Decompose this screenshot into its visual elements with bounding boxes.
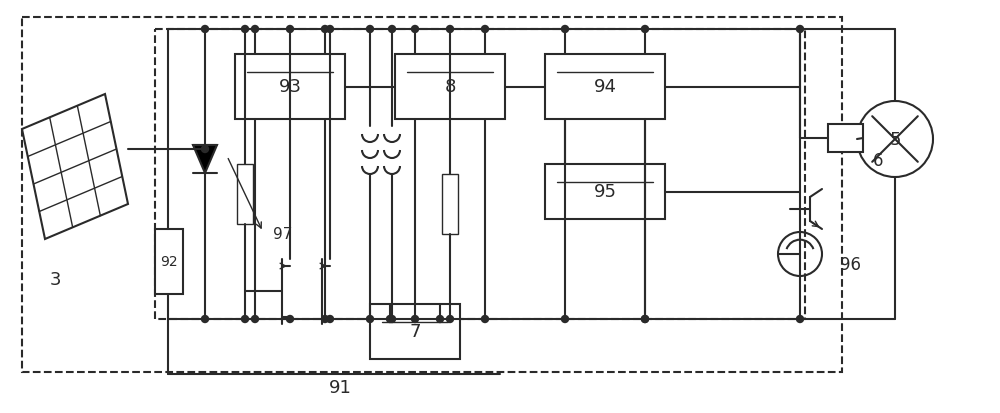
Circle shape <box>202 26 209 33</box>
Bar <box>442 175 458 235</box>
Bar <box>155 30 805 319</box>
Circle shape <box>327 316 334 323</box>
Polygon shape <box>193 146 217 173</box>
Bar <box>370 304 460 359</box>
Text: 7: 7 <box>409 323 421 341</box>
Circle shape <box>389 26 396 33</box>
Circle shape <box>562 316 568 323</box>
Circle shape <box>482 316 489 323</box>
Circle shape <box>447 26 454 33</box>
Circle shape <box>327 26 334 33</box>
Circle shape <box>252 26 259 33</box>
Circle shape <box>367 316 374 323</box>
Bar <box>395 55 505 120</box>
Bar <box>155 230 183 294</box>
Circle shape <box>389 316 396 323</box>
Circle shape <box>642 316 648 323</box>
Text: 5: 5 <box>889 131 901 149</box>
Circle shape <box>412 316 419 323</box>
Bar <box>237 165 253 224</box>
Bar <box>545 55 665 120</box>
Circle shape <box>367 26 374 33</box>
Circle shape <box>322 316 329 323</box>
Circle shape <box>642 316 648 323</box>
Text: 92: 92 <box>160 255 178 269</box>
Circle shape <box>447 316 454 323</box>
Circle shape <box>437 316 444 323</box>
Polygon shape <box>22 95 128 240</box>
Bar <box>22 18 842 372</box>
Text: 3: 3 <box>49 271 61 288</box>
Circle shape <box>287 316 294 323</box>
Text: 96: 96 <box>840 255 861 273</box>
Text: 95: 95 <box>594 183 616 201</box>
Text: 91: 91 <box>329 378 351 396</box>
Circle shape <box>482 26 489 33</box>
Circle shape <box>252 316 259 323</box>
Circle shape <box>796 26 804 33</box>
Circle shape <box>242 26 249 33</box>
Text: 6: 6 <box>873 152 884 170</box>
Bar <box>828 125 863 153</box>
Text: 97: 97 <box>273 227 292 242</box>
Bar <box>545 165 665 219</box>
Text: 93: 93 <box>279 78 302 96</box>
Circle shape <box>287 26 294 33</box>
Circle shape <box>562 26 568 33</box>
Circle shape <box>387 316 394 323</box>
Circle shape <box>322 26 329 33</box>
Circle shape <box>202 146 209 153</box>
Circle shape <box>202 316 209 323</box>
Text: 8: 8 <box>444 78 456 96</box>
Text: 94: 94 <box>594 78 616 96</box>
Bar <box>235 55 345 120</box>
Circle shape <box>642 26 648 33</box>
Circle shape <box>242 316 249 323</box>
Circle shape <box>796 316 804 323</box>
Circle shape <box>412 26 419 33</box>
